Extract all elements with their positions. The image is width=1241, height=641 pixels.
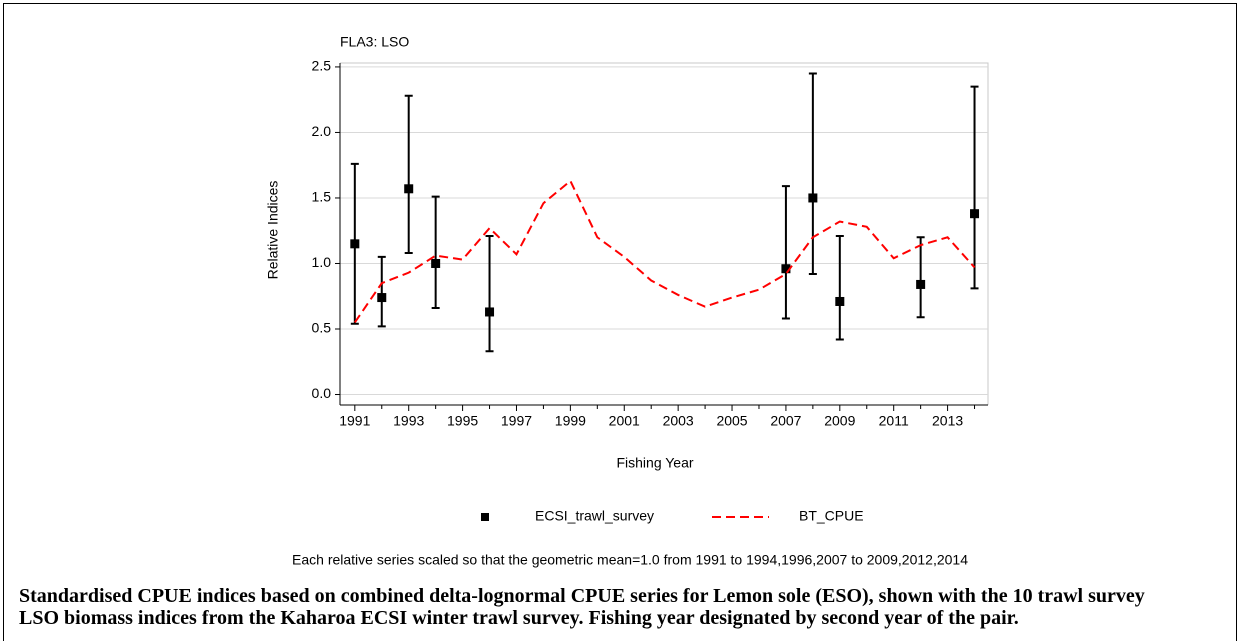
point: [781, 264, 791, 274]
error-bar: [835, 234, 844, 341]
y-tick-label: 2.0: [312, 123, 332, 139]
x-axis-label: Fishing Year: [616, 455, 693, 471]
point: [916, 279, 926, 289]
error-bar: [377, 255, 386, 328]
legend-label: ECSI_trawl_survey: [535, 508, 654, 524]
x-tick-label: 2007: [770, 413, 801, 429]
page-border: [3, 3, 1237, 641]
point: [350, 239, 360, 249]
x-tick-label: 1997: [501, 413, 532, 429]
x-tick-label: 2003: [663, 413, 694, 429]
error-bar: [970, 85, 979, 290]
error-bar: [781, 185, 790, 320]
x-tick-label: 2001: [609, 413, 640, 429]
point: [404, 184, 414, 194]
y-tick-label: 2.5: [312, 58, 332, 74]
point: [835, 296, 845, 306]
line: [353, 179, 976, 324]
point: [808, 193, 818, 203]
point: [377, 293, 387, 303]
y-axis-label: Relative Indices: [265, 181, 281, 280]
x-tick-label: 1991: [339, 413, 370, 429]
x-tick-label: 1995: [447, 413, 478, 429]
error-bar: [808, 72, 817, 275]
x-tick-label: 1999: [555, 413, 586, 429]
error-bar: [404, 94, 413, 254]
error-bar: [485, 234, 494, 353]
plot-frame: [340, 62, 989, 405]
legend-marker: [481, 513, 489, 521]
y-tick-label: 0.0: [312, 385, 332, 401]
legend-label: BT_CPUE: [799, 508, 864, 524]
y-tick-label: 1.5: [312, 189, 332, 205]
y-tick-label: 0.5: [312, 320, 332, 336]
caption: Standardised CPUE indices based on combi…: [19, 585, 1145, 629]
x-tick-label: 1993: [393, 413, 424, 429]
point: [485, 307, 495, 317]
point: [431, 258, 441, 268]
y-tick-label: 1.0: [312, 254, 332, 270]
x-tick-label: 2013: [932, 413, 963, 429]
x-tick-label: 2011: [879, 413, 909, 429]
x-tick-label: 2009: [824, 413, 855, 429]
error-bar: [916, 236, 925, 319]
chart-title: FLA3: LSO: [340, 34, 409, 50]
error-bar: [431, 195, 440, 310]
x-tick-label: 2005: [716, 413, 747, 429]
note: Each relative series scaled so that the …: [292, 552, 968, 568]
point: [970, 209, 980, 219]
